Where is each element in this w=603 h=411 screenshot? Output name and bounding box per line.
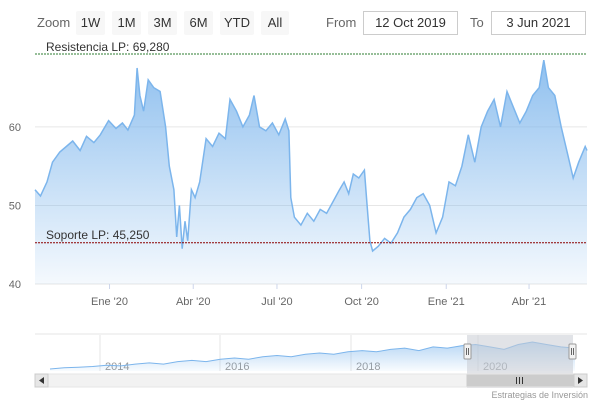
zoom-all-button[interactable]: All: [261, 11, 289, 35]
y-tick-label: 60: [9, 122, 21, 134]
zoom-1m-button[interactable]: 1M: [112, 11, 141, 35]
x-tick-label: Abr '21: [512, 296, 547, 308]
navigator-left-handle[interactable]: [463, 343, 472, 360]
y-tick-label: 50: [9, 200, 21, 212]
to-date-input[interactable]: 3 Jun 2021: [491, 11, 586, 35]
x-axis: Ene '20 Abr '20 Jul '20 Oct '20 Ene '21 Abr '…: [91, 284, 546, 308]
zoom-label: Zoom: [37, 15, 71, 30]
scrollbar[interactable]: [34, 373, 588, 388]
zoom-3m-button[interactable]: 3M: [148, 11, 177, 35]
arrow-right-icon: [578, 377, 583, 384]
price-line: [34, 59, 588, 253]
y-axis: 40 50 60: [9, 122, 21, 291]
to-label: To: [470, 15, 484, 30]
from-date-input[interactable]: 12 Oct 2019: [363, 11, 458, 35]
navigator-right-handle[interactable]: [568, 343, 577, 360]
x-tick-label: Ene '21: [428, 296, 465, 308]
x-tick-label: Oct '20: [344, 296, 379, 308]
navigator-series-area: [50, 342, 575, 371]
x-tick-label: Abr '20: [176, 296, 211, 308]
x-tick-label: Jul '20: [261, 296, 292, 308]
zoom-6m-button[interactable]: 6M: [184, 11, 213, 35]
zoom-ytd-button[interactable]: YTD: [220, 11, 254, 35]
zoom-1w-button[interactable]: 1W: [76, 11, 105, 35]
from-label: From: [326, 15, 357, 30]
credit-text: Estrategias de Inversión: [491, 390, 588, 400]
arrow-left-icon: [39, 377, 44, 384]
support-label: Soporte LP: 45,250: [46, 228, 150, 242]
range-selector-toolbar: Zoom 1W 1M 3M 6M YTD All From 12 Oct 201…: [0, 0, 603, 40]
y-tick-label: 40: [9, 279, 21, 291]
price-area: [35, 60, 587, 284]
resistance-label: Resistencia LP: 69,280: [46, 40, 170, 54]
navigator[interactable]: 2014201620182020: [35, 333, 587, 388]
x-tick-label: Ene '20: [91, 296, 128, 308]
